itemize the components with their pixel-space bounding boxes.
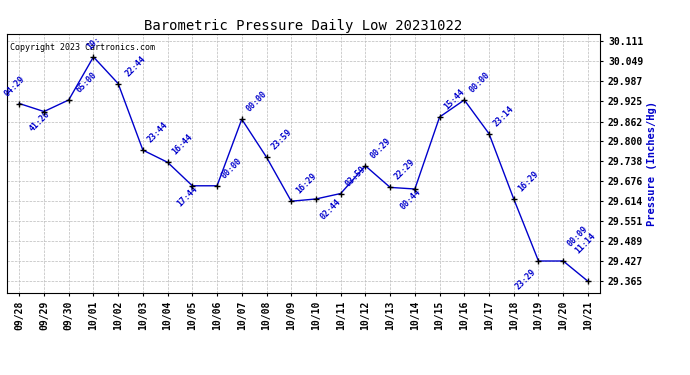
Text: 03:59: 03:59: [344, 164, 368, 188]
Y-axis label: Pressure (Inches/Hg): Pressure (Inches/Hg): [647, 100, 658, 226]
Text: Copyright 2023 Cartronics.com: Copyright 2023 Cartronics.com: [10, 43, 155, 52]
Text: 16:29: 16:29: [517, 170, 540, 194]
Text: 00:00: 00:00: [220, 156, 244, 180]
Text: 41:20: 41:20: [28, 110, 51, 134]
Title: Barometric Pressure Daily Low 20231022: Barometric Pressure Daily Low 20231022: [144, 19, 463, 33]
Text: 19:: 19:: [85, 34, 102, 51]
Text: 23:59: 23:59: [269, 128, 293, 152]
Text: 00:00: 00:00: [467, 70, 491, 94]
Text: 23:14: 23:14: [492, 104, 516, 128]
Text: 22:29: 22:29: [393, 158, 417, 182]
Text: 04:29: 04:29: [3, 74, 27, 98]
Text: 00:29: 00:29: [368, 136, 392, 160]
Text: 17:44: 17:44: [176, 184, 199, 208]
Text: 65:00: 65:00: [75, 70, 98, 94]
Text: 02:44: 02:44: [319, 197, 343, 221]
Text: 00:00: 00:00: [244, 90, 268, 114]
Text: 00:44: 00:44: [398, 187, 422, 211]
Text: 23:44: 23:44: [146, 120, 170, 144]
Text: 23:29: 23:29: [513, 267, 538, 291]
Text: 16:44: 16:44: [170, 133, 195, 157]
Text: 22:44: 22:44: [124, 54, 148, 78]
Text: 16:29: 16:29: [294, 172, 318, 196]
Text: 00:09
11:14: 00:09 11:14: [566, 224, 598, 255]
Text: 15:44: 15:44: [442, 87, 466, 111]
